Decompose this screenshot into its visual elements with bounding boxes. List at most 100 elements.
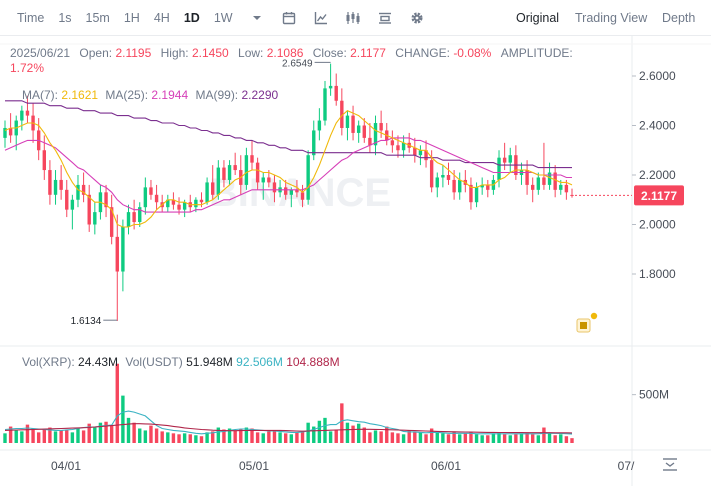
volume-bar [306, 422, 310, 443]
volume-bar [8, 426, 13, 443]
volume-bar [368, 432, 372, 443]
candle-body [508, 155, 512, 163]
interval-4h[interactable]: 4H [153, 10, 170, 25]
legend-high: 2.1450 [191, 46, 229, 60]
volume-bar [283, 433, 288, 443]
max-marker-label: 2.6549 [282, 58, 313, 69]
volume-bar [222, 429, 226, 443]
volume-bar [205, 432, 209, 443]
chevron-down-icon[interactable] [249, 10, 265, 26]
interval-1w[interactable]: 1W [213, 10, 233, 25]
volume-bar [160, 431, 164, 443]
volume-bar [255, 432, 260, 443]
legend-amplitude: 1.72% [10, 61, 45, 75]
candle-body [25, 110, 30, 116]
view-trading-view[interactable]: Trading View [575, 11, 648, 25]
volume-bar [469, 432, 473, 443]
candle-body [396, 145, 400, 151]
legend-change: -0.08% [453, 46, 492, 60]
candle-body [166, 199, 170, 208]
volume-bar [289, 434, 294, 443]
volume-bar [317, 420, 322, 443]
volume-bar [126, 417, 131, 443]
ma99-value: 2.2290 [241, 88, 279, 102]
volume-bar [525, 432, 529, 443]
volume-bar [497, 432, 501, 443]
volume-bar [345, 422, 350, 443]
ma25-line [4, 137, 572, 213]
candle-body [356, 125, 361, 133]
candle-body [570, 194, 574, 196]
candle-type-icon[interactable] [345, 10, 361, 26]
candle-body [149, 187, 153, 195]
candle-body [81, 184, 86, 195]
volume-bar [261, 433, 265, 443]
vol-ma1-value: 92.506M [236, 355, 283, 369]
candle-body [401, 142, 406, 151]
candle-body [486, 184, 490, 190]
legend-open-label: Open: [79, 46, 113, 60]
notification-icon[interactable] [576, 312, 598, 333]
candle-body [542, 177, 546, 185]
interval-1s[interactable]: 1s [58, 10, 72, 25]
candle-body [255, 162, 260, 183]
volume-bar [553, 435, 557, 443]
interval-time[interactable]: Time [17, 10, 45, 25]
volume-bar [486, 435, 490, 443]
volume-bar [81, 430, 86, 443]
candle-body [458, 179, 462, 193]
gear-icon[interactable] [409, 10, 425, 26]
candle-body [328, 85, 333, 89]
volume-bar [239, 429, 243, 443]
volume-bar [514, 434, 518, 443]
candle-body [70, 199, 75, 210]
candle-body [362, 125, 366, 138]
volume-bar [132, 422, 136, 443]
volume-bar [362, 427, 366, 443]
candle-body [289, 189, 294, 195]
interval-1h[interactable]: 1H [123, 10, 140, 25]
volume-bar [14, 430, 18, 443]
candle-body [317, 120, 322, 131]
scale-toggle-icon[interactable] [663, 458, 677, 471]
legend-high-label: High: [160, 46, 189, 60]
vol-usdt-value: 51.948M [186, 355, 233, 369]
candle-body [76, 184, 80, 200]
candle-body [469, 184, 473, 203]
candle-body [379, 123, 383, 131]
calendar-icon[interactable] [281, 10, 297, 26]
settings-list-icon[interactable] [377, 10, 393, 26]
ma99-label: MA(99): [195, 88, 239, 102]
volume-bar [458, 434, 462, 443]
scale-toggle-arrow [665, 462, 675, 467]
indicator-icon[interactable] [313, 10, 329, 26]
view-original[interactable]: Original [516, 11, 560, 25]
interval-15m[interactable]: 15m [85, 10, 110, 25]
ma-legend: MA(7): 2.1621 MA(25): 2.1944 MA(99): 2.2… [22, 88, 278, 102]
volume-bar [177, 434, 181, 443]
candle-body [3, 127, 7, 138]
ma7-value: 2.1621 [61, 88, 99, 102]
volume-bar [154, 428, 159, 443]
volume-bar [25, 424, 30, 443]
ma99-line [5, 100, 572, 169]
view-depth[interactable]: Depth [662, 11, 696, 25]
candle-body [205, 182, 209, 203]
volume-bar [385, 426, 389, 443]
notification-doc [580, 322, 587, 329]
volume-bar [547, 433, 552, 443]
candle-body [267, 177, 271, 183]
candle-body [115, 236, 119, 272]
candle-body [351, 115, 355, 133]
volume-bar [3, 433, 7, 443]
volume-bar [244, 427, 249, 443]
candle-body [300, 192, 305, 200]
volume-bar [334, 429, 338, 443]
candle-body [323, 88, 327, 121]
volume-bar [272, 430, 277, 443]
volume-bar [474, 434, 479, 443]
interval-1d[interactable]: 1D [183, 10, 200, 25]
x-tick-label: 04/01 [51, 459, 81, 473]
volume-bar [227, 428, 232, 443]
